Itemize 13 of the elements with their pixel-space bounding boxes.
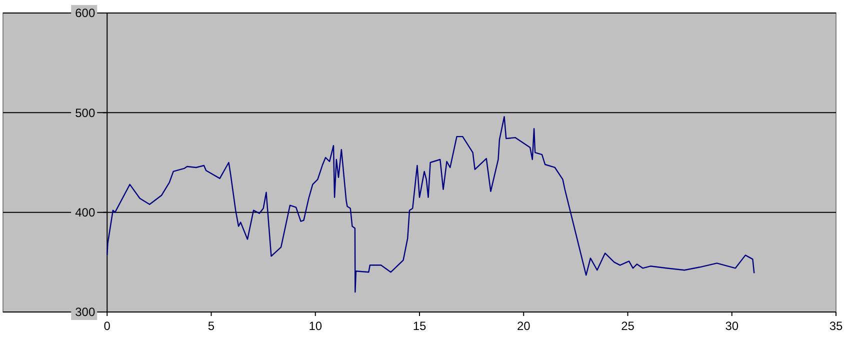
x-tick-label: 20 bbox=[516, 319, 531, 333]
line-series bbox=[106, 116, 755, 293]
x-tick-label: 30 bbox=[725, 319, 739, 333]
y-tick-label: 500 bbox=[75, 106, 96, 120]
x-tick-label: 10 bbox=[308, 319, 322, 333]
y-tick-label: 600 bbox=[75, 6, 96, 20]
y-tick-label: 300 bbox=[75, 305, 96, 320]
y-tick-label: 400 bbox=[75, 206, 96, 220]
x-tick-label: 0 bbox=[104, 319, 111, 333]
x-tick-label: 5 bbox=[208, 319, 215, 333]
x-tick-label: 25 bbox=[621, 319, 635, 333]
x-tick-label: 35 bbox=[829, 319, 843, 333]
x-tick-label: 15 bbox=[412, 319, 426, 333]
